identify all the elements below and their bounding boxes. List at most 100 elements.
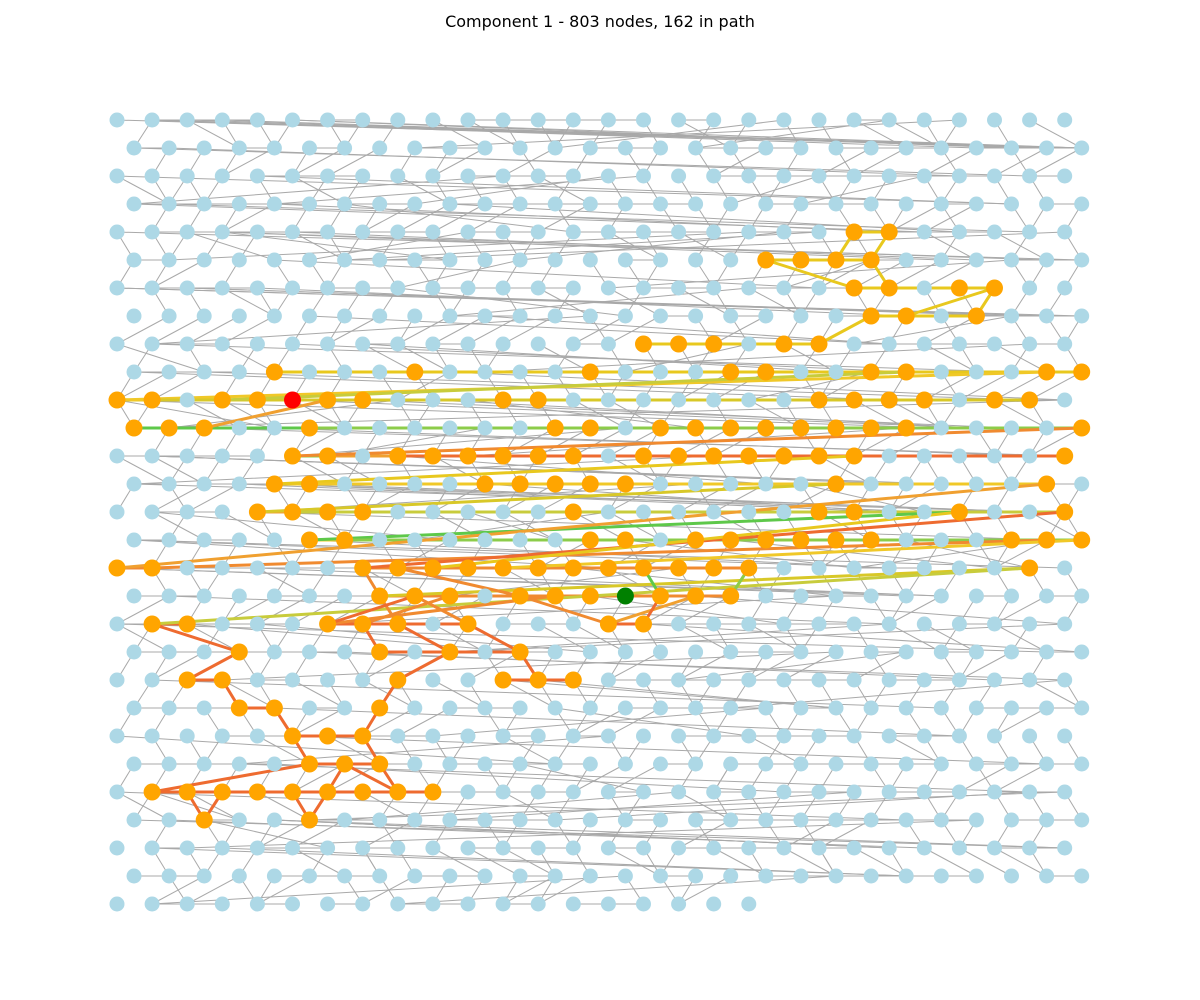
node bbox=[863, 644, 879, 660]
node bbox=[600, 896, 616, 912]
edge bbox=[572, 623, 626, 653]
node bbox=[617, 756, 633, 772]
node bbox=[372, 476, 388, 492]
node bbox=[126, 868, 142, 884]
edge bbox=[168, 231, 750, 261]
path-edge bbox=[361, 510, 1067, 570]
node bbox=[547, 700, 563, 716]
node bbox=[285, 896, 300, 912]
edge bbox=[151, 259, 205, 289]
edge bbox=[713, 147, 767, 177]
node bbox=[126, 476, 142, 492]
edge bbox=[292, 819, 346, 849]
node bbox=[600, 336, 616, 352]
edge bbox=[292, 427, 626, 457]
node bbox=[617, 700, 633, 716]
path-node bbox=[862, 307, 880, 325]
node bbox=[302, 588, 317, 604]
node bbox=[863, 140, 879, 156]
node bbox=[390, 224, 406, 240]
node bbox=[372, 308, 388, 324]
node bbox=[214, 168, 230, 184]
node bbox=[126, 644, 142, 660]
edge bbox=[678, 651, 732, 681]
path-node bbox=[213, 783, 231, 801]
path-node bbox=[336, 755, 354, 773]
node bbox=[460, 504, 476, 520]
node bbox=[214, 448, 230, 464]
path-node bbox=[354, 559, 372, 577]
node bbox=[863, 868, 879, 884]
node bbox=[617, 196, 633, 212]
path-node bbox=[319, 447, 337, 465]
node bbox=[793, 364, 809, 380]
node bbox=[196, 700, 212, 716]
node bbox=[951, 728, 967, 744]
node bbox=[758, 476, 774, 492]
node bbox=[126, 252, 142, 268]
node bbox=[355, 672, 371, 688]
node bbox=[390, 112, 406, 128]
node bbox=[144, 672, 160, 688]
node bbox=[302, 252, 317, 268]
edge bbox=[783, 259, 872, 289]
node bbox=[372, 420, 388, 436]
node bbox=[671, 112, 687, 128]
edge bbox=[748, 623, 802, 653]
path-edge bbox=[396, 622, 452, 654]
node bbox=[582, 140, 598, 156]
node bbox=[863, 812, 879, 828]
node bbox=[1004, 868, 1019, 884]
node bbox=[653, 140, 668, 156]
path-node bbox=[652, 419, 669, 437]
path-node bbox=[459, 447, 477, 465]
edge bbox=[994, 371, 1048, 401]
edge bbox=[116, 455, 170, 485]
node bbox=[249, 280, 265, 296]
path-node bbox=[143, 783, 161, 801]
node bbox=[723, 700, 739, 716]
edge bbox=[221, 231, 942, 261]
path-node bbox=[284, 727, 301, 745]
path-node bbox=[827, 251, 845, 269]
node bbox=[636, 896, 651, 912]
path-node bbox=[950, 503, 968, 521]
edge bbox=[397, 343, 451, 373]
edge bbox=[958, 371, 1012, 401]
node bbox=[407, 812, 423, 828]
path-node bbox=[722, 587, 740, 605]
path-node bbox=[845, 223, 863, 241]
node bbox=[741, 392, 757, 408]
path-node bbox=[705, 559, 723, 577]
node bbox=[231, 756, 247, 772]
path-edge bbox=[272, 454, 856, 486]
path-node bbox=[511, 643, 529, 661]
node bbox=[811, 168, 827, 184]
node bbox=[477, 308, 493, 324]
node bbox=[1022, 224, 1038, 240]
node bbox=[1039, 588, 1055, 604]
edge bbox=[994, 399, 1048, 429]
node bbox=[249, 616, 265, 632]
path-node bbox=[354, 615, 372, 633]
node bbox=[723, 140, 739, 156]
node bbox=[442, 364, 458, 380]
edge bbox=[537, 623, 591, 653]
node bbox=[320, 840, 336, 856]
node bbox=[688, 756, 704, 772]
edge bbox=[309, 315, 890, 345]
node bbox=[547, 532, 563, 548]
path-node bbox=[529, 447, 547, 465]
edge bbox=[116, 623, 1048, 653]
node bbox=[109, 336, 125, 352]
path-node bbox=[1021, 391, 1039, 409]
node bbox=[512, 756, 528, 772]
node bbox=[372, 868, 388, 884]
node bbox=[249, 728, 265, 744]
path-node bbox=[1073, 531, 1091, 549]
path-node bbox=[230, 643, 248, 661]
node bbox=[512, 700, 528, 716]
edge bbox=[238, 763, 1031, 793]
path-node bbox=[1056, 447, 1074, 465]
edge bbox=[292, 763, 346, 793]
